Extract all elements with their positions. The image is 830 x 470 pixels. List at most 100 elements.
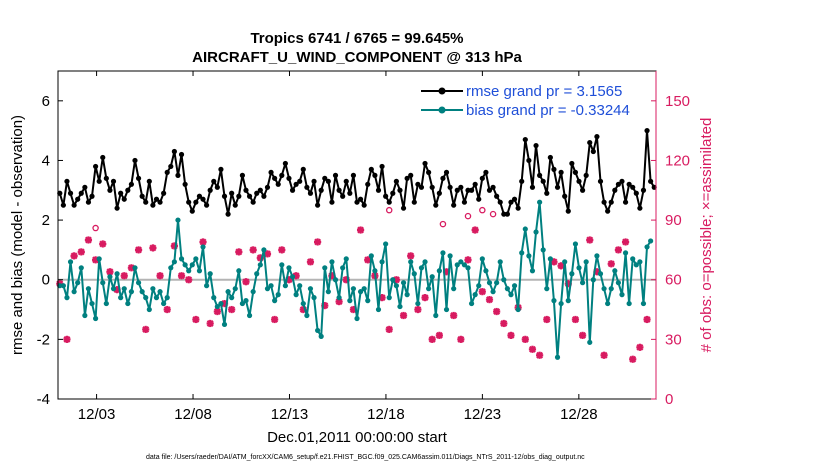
obs-marker-stroke bbox=[607, 260, 615, 268]
obs-marker-stroke bbox=[586, 236, 594, 244]
bias-point bbox=[189, 262, 195, 268]
obs-assimilated-marker bbox=[493, 307, 501, 316]
rmse-point bbox=[576, 178, 582, 184]
bias-point bbox=[522, 226, 528, 232]
bias-point bbox=[64, 295, 70, 301]
plot-area-background bbox=[58, 71, 656, 399]
bias-point bbox=[648, 238, 654, 244]
rmse-point bbox=[193, 199, 199, 205]
rmse-point bbox=[436, 190, 442, 196]
rmse-point bbox=[458, 184, 464, 190]
bias-point bbox=[336, 295, 342, 301]
bias-point bbox=[85, 286, 92, 292]
obs-assimilated-marker bbox=[471, 226, 479, 234]
obs-marker-stroke bbox=[435, 331, 443, 339]
obs-assimilated-marker bbox=[84, 236, 93, 244]
bias-point bbox=[143, 295, 149, 301]
bias-point bbox=[383, 241, 389, 247]
rmse-point bbox=[125, 187, 131, 193]
x-tick-label: 12/08 bbox=[174, 406, 212, 423]
bias-point bbox=[218, 300, 224, 307]
rmse-point bbox=[494, 193, 500, 199]
rmse-point bbox=[218, 166, 224, 172]
obs-marker-stroke bbox=[213, 308, 221, 316]
rmse-point bbox=[361, 202, 367, 208]
obs-marker-stroke bbox=[486, 296, 493, 304]
rmse-point bbox=[246, 193, 253, 199]
obs-marker-stroke bbox=[228, 306, 236, 314]
bias-point bbox=[393, 283, 399, 289]
rmse-point bbox=[110, 178, 117, 184]
bias-point bbox=[243, 298, 249, 304]
rmse-point bbox=[468, 187, 475, 193]
obs-marker-stroke bbox=[242, 278, 250, 286]
bias-point bbox=[114, 271, 120, 277]
obs-assimilated-marker bbox=[536, 351, 544, 359]
bias-point bbox=[397, 303, 403, 310]
obs-marker-stroke bbox=[407, 252, 415, 260]
rmse-point bbox=[490, 184, 496, 190]
rmse-point bbox=[454, 187, 460, 193]
bias-point bbox=[236, 268, 242, 274]
rmse-point bbox=[67, 190, 74, 196]
bias-point bbox=[207, 271, 213, 277]
bias-point bbox=[443, 306, 450, 313]
obs-marker-stroke bbox=[557, 262, 565, 270]
bias-point bbox=[232, 286, 238, 292]
rmse-point bbox=[648, 178, 654, 184]
bias-point bbox=[286, 265, 292, 271]
title-line-2: AIRCRAFT_U_WIND_COMPONENT @ 313 hPa bbox=[192, 49, 522, 66]
bias-point bbox=[504, 286, 510, 292]
bias-point bbox=[451, 286, 457, 292]
rmse-point bbox=[350, 172, 357, 178]
rmse-point bbox=[311, 178, 317, 184]
obs-assimilated-marker bbox=[521, 335, 529, 343]
rmse-point bbox=[443, 169, 450, 175]
rmse-point bbox=[132, 157, 138, 164]
obs-marker-stroke bbox=[357, 226, 365, 234]
rmse-point bbox=[64, 178, 70, 184]
obs-assimilated-marker bbox=[192, 315, 200, 324]
bias-point bbox=[261, 247, 267, 253]
bias-point bbox=[164, 295, 170, 301]
obs-assimilated-marker bbox=[586, 236, 594, 244]
rmse-point bbox=[139, 193, 145, 199]
obs-marker-stroke bbox=[235, 248, 243, 256]
rmse-point bbox=[243, 187, 249, 193]
rmse-point bbox=[289, 187, 296, 193]
obs-possible-marker bbox=[92, 224, 99, 232]
rmse-point bbox=[411, 199, 417, 205]
obs-marker-stroke bbox=[471, 226, 479, 234]
bias-point bbox=[537, 199, 543, 205]
bias-point bbox=[279, 262, 285, 268]
rmse-point bbox=[404, 175, 410, 181]
rmse-point bbox=[75, 196, 81, 202]
obs-assimilated-marker bbox=[314, 238, 322, 246]
bias-point bbox=[379, 259, 385, 265]
obs-marker-stroke bbox=[314, 238, 322, 246]
rmse-point bbox=[143, 199, 149, 205]
obs-marker-stroke bbox=[271, 316, 279, 323]
bias-point bbox=[429, 274, 435, 280]
bias-point bbox=[386, 295, 392, 301]
rmse-point bbox=[257, 187, 263, 193]
bias-point bbox=[579, 280, 586, 286]
chart-title: Tropics 6741 / 6765 = 99.645% AIRCRAFT_U… bbox=[192, 30, 522, 66]
rmse-point bbox=[630, 184, 636, 190]
obs-marker-stroke bbox=[614, 246, 622, 254]
rmse-point bbox=[605, 208, 611, 214]
rmse-point bbox=[250, 199, 256, 205]
rmse-point bbox=[519, 178, 525, 184]
right-y-tick-label: 60 bbox=[665, 272, 682, 289]
rmse-point bbox=[554, 184, 561, 190]
obs-marker-stroke bbox=[278, 246, 286, 254]
bias-point bbox=[193, 256, 199, 262]
rmse-point bbox=[196, 193, 203, 199]
left-y-tick-label: 4 bbox=[42, 152, 50, 169]
rmse-point bbox=[562, 193, 568, 199]
rmse-point bbox=[426, 169, 432, 175]
rmse-point bbox=[537, 172, 543, 178]
obs-assimilated-marker bbox=[142, 325, 150, 334]
obs-marker-stroke bbox=[77, 248, 85, 256]
rmse-point bbox=[637, 205, 643, 211]
